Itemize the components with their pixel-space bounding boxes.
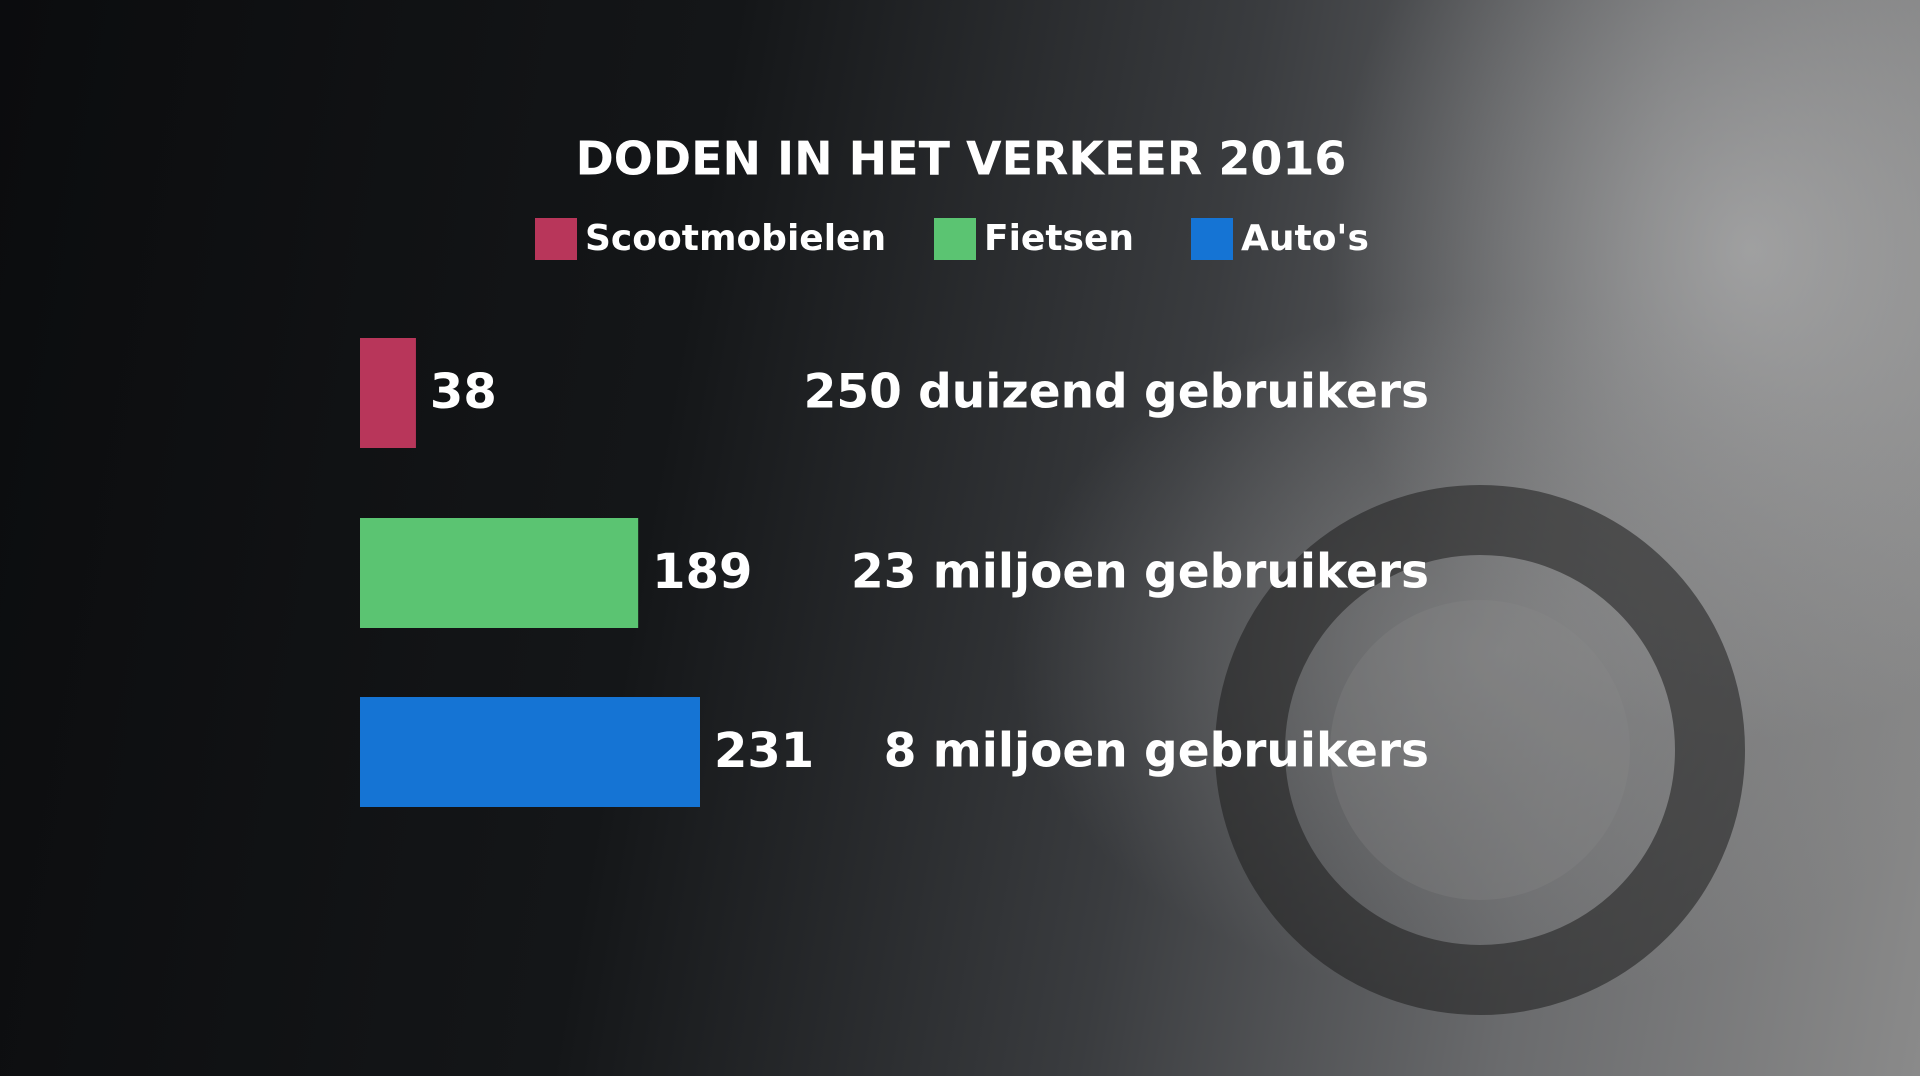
value-label: 38 xyxy=(430,364,497,420)
legend-swatch xyxy=(1191,218,1233,260)
legend-label: Scootmobielen xyxy=(585,218,886,259)
value-label: 231 xyxy=(714,723,814,779)
wheel-decoration xyxy=(1215,485,1745,1015)
bar xyxy=(360,338,416,448)
bar xyxy=(360,518,639,628)
rim-decoration xyxy=(1330,600,1630,900)
legend-label: Auto's xyxy=(1241,218,1369,259)
legend-label: Fietsen xyxy=(984,218,1134,259)
chart-title: DODEN IN HET VERKEER 2016 xyxy=(576,132,1347,186)
value-label: 189 xyxy=(652,544,752,600)
bar xyxy=(360,697,700,807)
annotation: 23 miljoen gebruikers xyxy=(851,545,1429,600)
legend-swatch xyxy=(535,218,577,260)
annotation: 8 miljoen gebruikers xyxy=(884,724,1429,779)
annotation: 250 duizend gebruikers xyxy=(804,365,1429,420)
legend-swatch xyxy=(934,218,976,260)
